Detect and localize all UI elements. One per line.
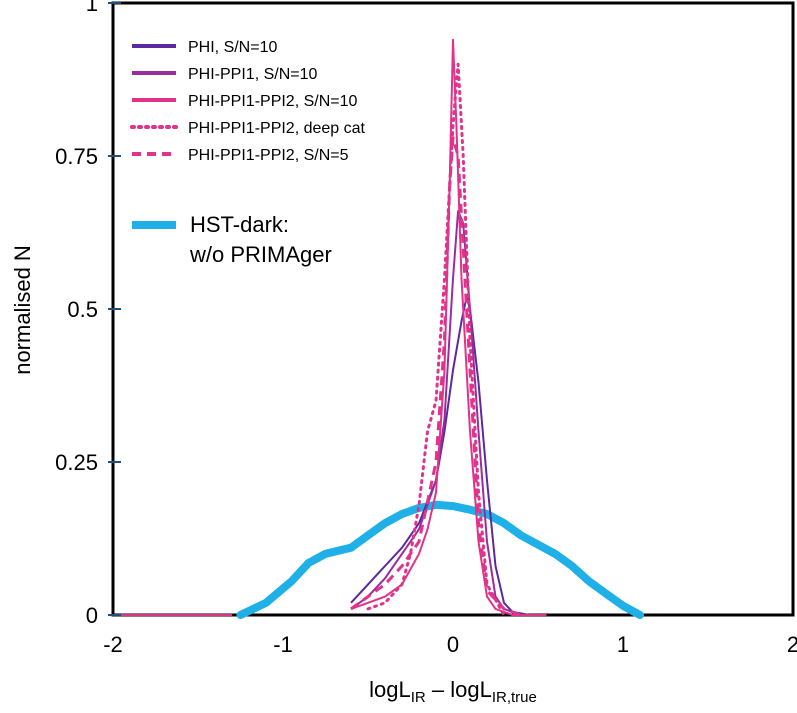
x-axis-label: logLIR – logLIR,true bbox=[369, 677, 537, 706]
x-axis-ticks: -2 -1 0 1 2 bbox=[103, 632, 797, 657]
x-axis-label-sub1: IR bbox=[411, 689, 426, 706]
series-line-0 bbox=[350, 295, 530, 616]
x-axis-label-sub2: IR,true bbox=[492, 689, 537, 706]
legend-label: PHI, S/N=10 bbox=[188, 39, 277, 56]
x-tick-label: 1 bbox=[617, 632, 629, 657]
series-line-1 bbox=[350, 210, 522, 616]
x-axis-label-mid: – logL bbox=[426, 677, 492, 702]
legend-label: PHI-PPI1-PPI2, S/N=10 bbox=[188, 93, 358, 110]
series-line-4 bbox=[350, 136, 522, 617]
x-tick-label: 2 bbox=[787, 632, 797, 657]
y-axis-label: normalised N bbox=[10, 245, 35, 375]
x-tick-label: -1 bbox=[273, 632, 293, 657]
y-tick-label: 0.25 bbox=[55, 450, 98, 475]
legend: PHI, S/N=10 PHI-PPI1, S/N=10 PHI-PPI1-PPI2… bbox=[130, 39, 366, 267]
y-tick-label: 0.5 bbox=[67, 297, 98, 322]
series-line-5 bbox=[236, 500, 644, 619]
series-layer bbox=[113, 38, 644, 619]
x-tick-label: -2 bbox=[103, 632, 123, 657]
y-axis-ticks: 0 0.25 0.5 0.75 1 bbox=[55, 0, 121, 628]
legend-label: PHI-PPI1, S/N=10 bbox=[188, 66, 317, 83]
legend-label: HST-dark: bbox=[190, 212, 289, 237]
y-tick-label: 0.75 bbox=[55, 144, 98, 169]
series-line-3 bbox=[366, 62, 506, 617]
legend-label: w/o PRIMAger bbox=[189, 242, 332, 267]
y-tick-label: 0 bbox=[86, 603, 98, 628]
legend-label: PHI-PPI1-PPI2, deep cat bbox=[188, 120, 366, 137]
x-tick-label: 0 bbox=[447, 632, 459, 657]
y-tick-label: 1 bbox=[86, 0, 98, 16]
legend-label: PHI-PPI1-PPI2, S/N=5 bbox=[188, 147, 349, 164]
x-axis-label-main: logL bbox=[369, 677, 411, 702]
